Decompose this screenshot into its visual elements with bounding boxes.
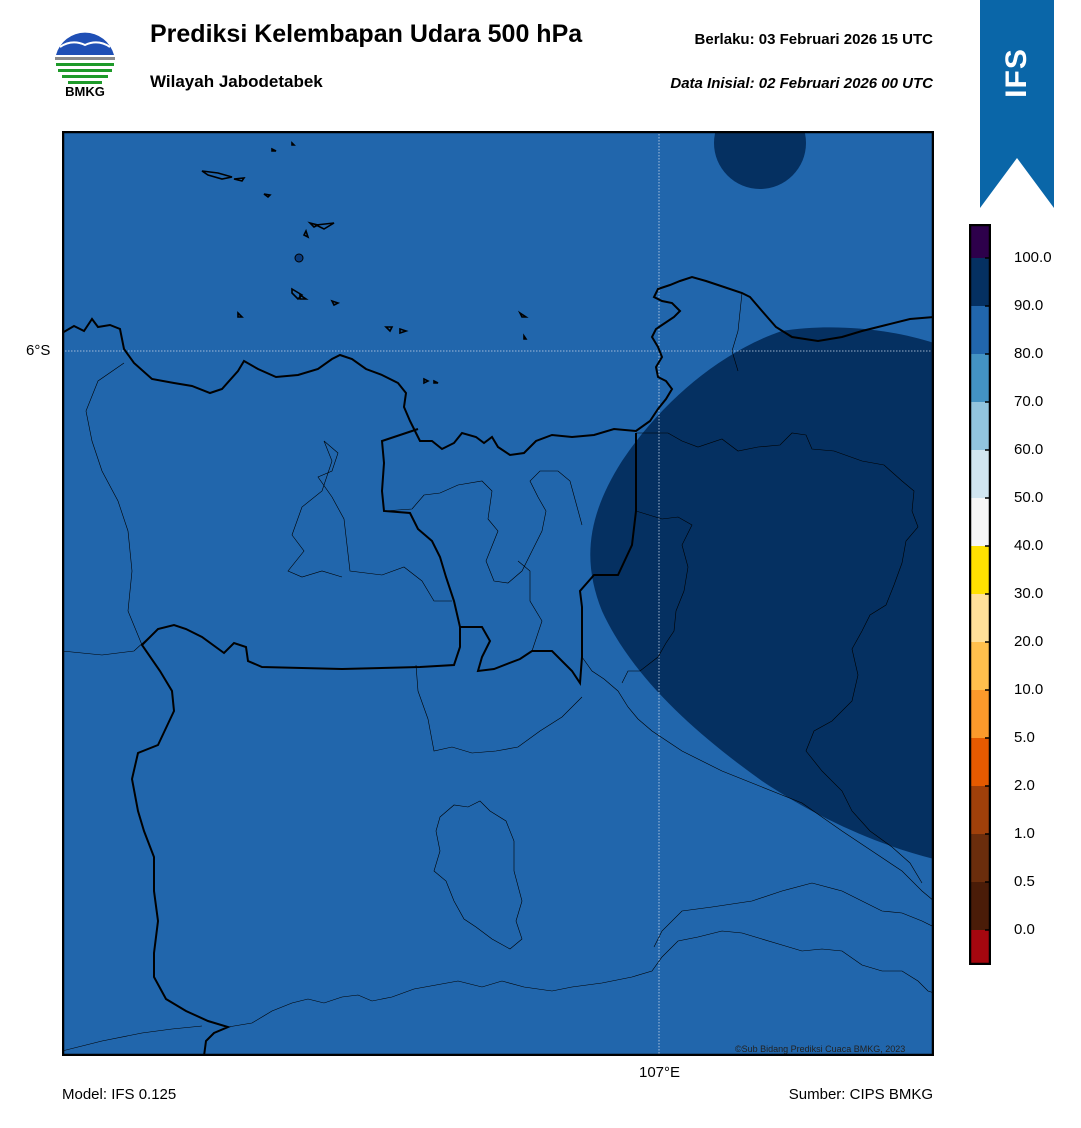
colorbar-tick-label: 70.0	[1014, 393, 1044, 410]
colorbar-tick-label: 30.0	[1014, 585, 1044, 602]
colorbar-tick-label: 0.0	[1014, 921, 1035, 938]
colorbar-segment	[969, 642, 991, 690]
map-credit: ©Sub Bidang Prediksi Cuaca BMKG, 2023	[735, 1044, 906, 1054]
colorbar-segment	[969, 882, 991, 930]
colorbar-segment	[969, 930, 991, 965]
coastline	[62, 275, 934, 457]
colorbar-tick-label: 10.0	[1014, 681, 1044, 698]
colorbar-segment	[969, 402, 991, 450]
humidity-field-90-100-north	[714, 131, 806, 189]
colorbar	[969, 224, 991, 965]
init-time: Data Inisial: 02 Februari 2026 00 UTC	[670, 75, 933, 92]
latitude-label: 6°S	[26, 342, 51, 359]
source-label: Sumber: CIPS BMKG	[788, 1086, 933, 1103]
valid-time: Berlaku: 03 Februari 2026 15 UTC	[694, 31, 933, 48]
colorbar-segment	[969, 546, 991, 594]
logo-text: BMKG	[65, 84, 105, 99]
colorbar-tick-label: 100.0	[1014, 249, 1052, 266]
colorbar-tick-label: 80.0	[1014, 345, 1044, 362]
colorbar-tick-label: 50.0	[1014, 489, 1044, 506]
region-subtitle: Wilayah Jabodetabek	[150, 72, 323, 91]
colorbar-tick-label: 90.0	[1014, 297, 1044, 314]
colorbar-segment	[969, 354, 991, 402]
humidity-map	[62, 131, 934, 1056]
colorbar-tick-label: 60.0	[1014, 441, 1044, 458]
colorbar-tick-label: 40.0	[1014, 537, 1044, 554]
model-label: Model: IFS 0.125	[62, 1086, 177, 1103]
colorbar-segment	[969, 786, 991, 834]
colorbar-segment	[969, 306, 991, 354]
colorbar-segment	[969, 450, 991, 498]
province-border	[460, 433, 637, 686]
province-border	[130, 428, 461, 1056]
page-title: Prediksi Kelembapan Udara 500 hPa	[150, 20, 583, 48]
colorbar-segment	[969, 690, 991, 738]
ifs-ribbon	[980, 0, 1054, 208]
colorbar-tick-label: 0.5	[1014, 873, 1035, 890]
colorbar-segment	[969, 258, 991, 306]
colorbar-segment	[969, 224, 991, 258]
colorbar-tick-label: 2.0	[1014, 777, 1035, 794]
humidity-field-90-100-east	[590, 327, 934, 859]
colorbar-tick-label: 20.0	[1014, 633, 1044, 650]
colorbar-segment	[969, 834, 991, 882]
island-blob	[294, 253, 304, 263]
bmkg-logo	[55, 30, 115, 90]
colorbar-tick-label: 1.0	[1014, 825, 1035, 842]
colorbar-segment	[969, 738, 991, 786]
colorbar-segment	[969, 498, 991, 546]
ifs-ribbon-label: IFS	[999, 48, 1033, 98]
map-frame	[62, 131, 934, 1056]
longitude-label: 107°E	[639, 1064, 681, 1081]
colorbar-tick-label: 5.0	[1014, 729, 1035, 746]
colorbar-segment	[969, 594, 991, 642]
